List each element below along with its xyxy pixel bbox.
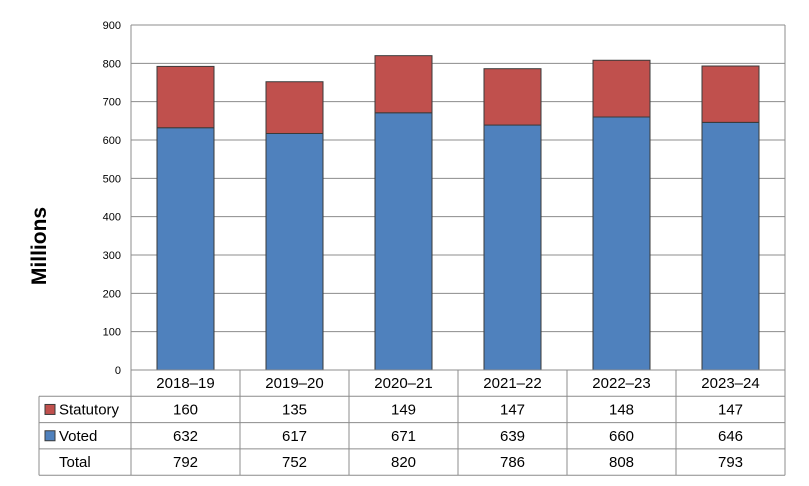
y-tick-label: 600 bbox=[103, 135, 121, 147]
table-cell-value: 752 bbox=[282, 454, 307, 471]
bar-voted bbox=[701, 121, 760, 371]
bars bbox=[156, 55, 760, 371]
table-cell-value: 632 bbox=[173, 428, 198, 445]
bar-statutory bbox=[483, 68, 542, 126]
bar-voted bbox=[265, 132, 324, 371]
bar-voted bbox=[483, 124, 542, 371]
legend-swatch-statutory bbox=[44, 403, 56, 415]
table-cell-value: 792 bbox=[173, 454, 198, 471]
x-tick-label: 2020–21 bbox=[374, 375, 432, 392]
y-axis-ticks: 0 100 200 300 400 500 600 700 800 900 bbox=[103, 20, 121, 377]
y-tick-label: 700 bbox=[103, 97, 121, 109]
bar-voted bbox=[156, 127, 215, 371]
y-tick-label: 900 bbox=[103, 20, 121, 32]
y-tick-label: 200 bbox=[103, 288, 121, 300]
x-tick-label: 2018–19 bbox=[156, 375, 214, 392]
bar-statutory bbox=[592, 59, 651, 118]
row-label: Statutory bbox=[59, 401, 120, 418]
table-cell-value: 660 bbox=[609, 428, 634, 445]
table-cell-value: 808 bbox=[609, 454, 634, 471]
table-cell-value: 617 bbox=[282, 428, 307, 445]
x-tick-label: 2021–22 bbox=[483, 375, 541, 392]
table-cell-value: 148 bbox=[609, 401, 634, 418]
y-tick-label: 0 bbox=[115, 365, 121, 377]
table-cell-value: 671 bbox=[391, 428, 416, 445]
table-cell-value: 147 bbox=[500, 401, 525, 418]
y-axis-title: Millions bbox=[28, 207, 51, 285]
table-cell-value: 135 bbox=[282, 401, 307, 418]
bar-voted bbox=[592, 116, 651, 371]
y-tick-label: 500 bbox=[103, 173, 121, 185]
gridlines bbox=[131, 24, 785, 333]
bar-statutory bbox=[265, 81, 324, 134]
axes bbox=[130, 25, 786, 370]
row-label: Total bbox=[59, 454, 91, 471]
table-cell-value: 646 bbox=[718, 428, 743, 445]
table-cell-value: 149 bbox=[391, 401, 416, 418]
x-tick-label: 2023–24 bbox=[701, 375, 759, 392]
table-cell-value: 639 bbox=[500, 428, 525, 445]
bar-voted bbox=[374, 112, 433, 371]
row-label: Voted bbox=[59, 428, 97, 445]
bar-statutory bbox=[701, 65, 760, 123]
table-cell-value: 786 bbox=[500, 454, 525, 471]
x-tick-label: 2019–20 bbox=[265, 375, 323, 392]
bar-statutory bbox=[374, 55, 433, 114]
y-tick-label: 300 bbox=[103, 250, 121, 262]
table-cell-value: 160 bbox=[173, 401, 198, 418]
y-tick-label: 800 bbox=[103, 58, 121, 70]
table-cell-value: 793 bbox=[718, 454, 743, 471]
y-tick-label: 400 bbox=[103, 212, 121, 224]
y-tick-label: 100 bbox=[103, 327, 121, 339]
x-tick-label: 2022–23 bbox=[592, 375, 650, 392]
bar-statutory bbox=[156, 65, 215, 129]
legend-swatch-voted bbox=[44, 430, 56, 442]
data-table: 2018–19 2019–20 2020–21 2021–22 2022–23 2023–… bbox=[38, 369, 786, 476]
table-cell-value: 147 bbox=[718, 401, 743, 418]
table-cell-value: 820 bbox=[391, 454, 416, 471]
